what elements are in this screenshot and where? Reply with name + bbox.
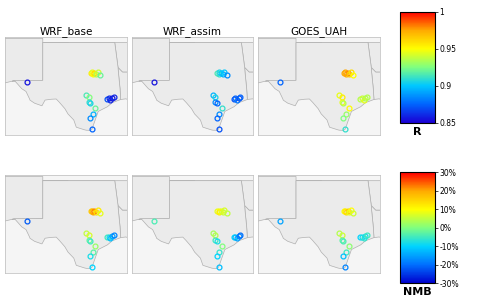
Polygon shape [368,42,405,72]
Polygon shape [12,42,120,130]
Polygon shape [43,181,115,203]
Polygon shape [0,38,43,86]
Polygon shape [372,206,408,244]
Polygon shape [245,38,296,86]
X-axis label: NMB: NMB [403,287,432,295]
Polygon shape [118,206,154,244]
Title: GOES_UAH: GOES_UAH [290,26,348,37]
Polygon shape [12,181,120,268]
Polygon shape [242,42,278,72]
Polygon shape [118,67,154,106]
Polygon shape [118,38,170,86]
Polygon shape [170,181,242,203]
Polygon shape [114,181,152,210]
Polygon shape [242,181,278,210]
Polygon shape [0,176,43,224]
Polygon shape [245,176,296,224]
Polygon shape [244,206,281,244]
X-axis label: R: R [413,127,422,137]
Polygon shape [114,42,152,72]
Polygon shape [139,42,248,130]
Polygon shape [296,181,368,203]
Polygon shape [139,181,248,268]
Polygon shape [118,176,170,224]
Polygon shape [368,181,405,210]
Polygon shape [266,42,374,130]
Polygon shape [244,67,281,106]
Polygon shape [296,42,368,65]
Title: WRF_assim: WRF_assim [163,26,222,37]
Polygon shape [43,42,115,65]
Polygon shape [266,181,374,268]
Polygon shape [372,67,408,106]
Title: WRF_base: WRF_base [39,26,92,37]
Polygon shape [170,42,242,65]
